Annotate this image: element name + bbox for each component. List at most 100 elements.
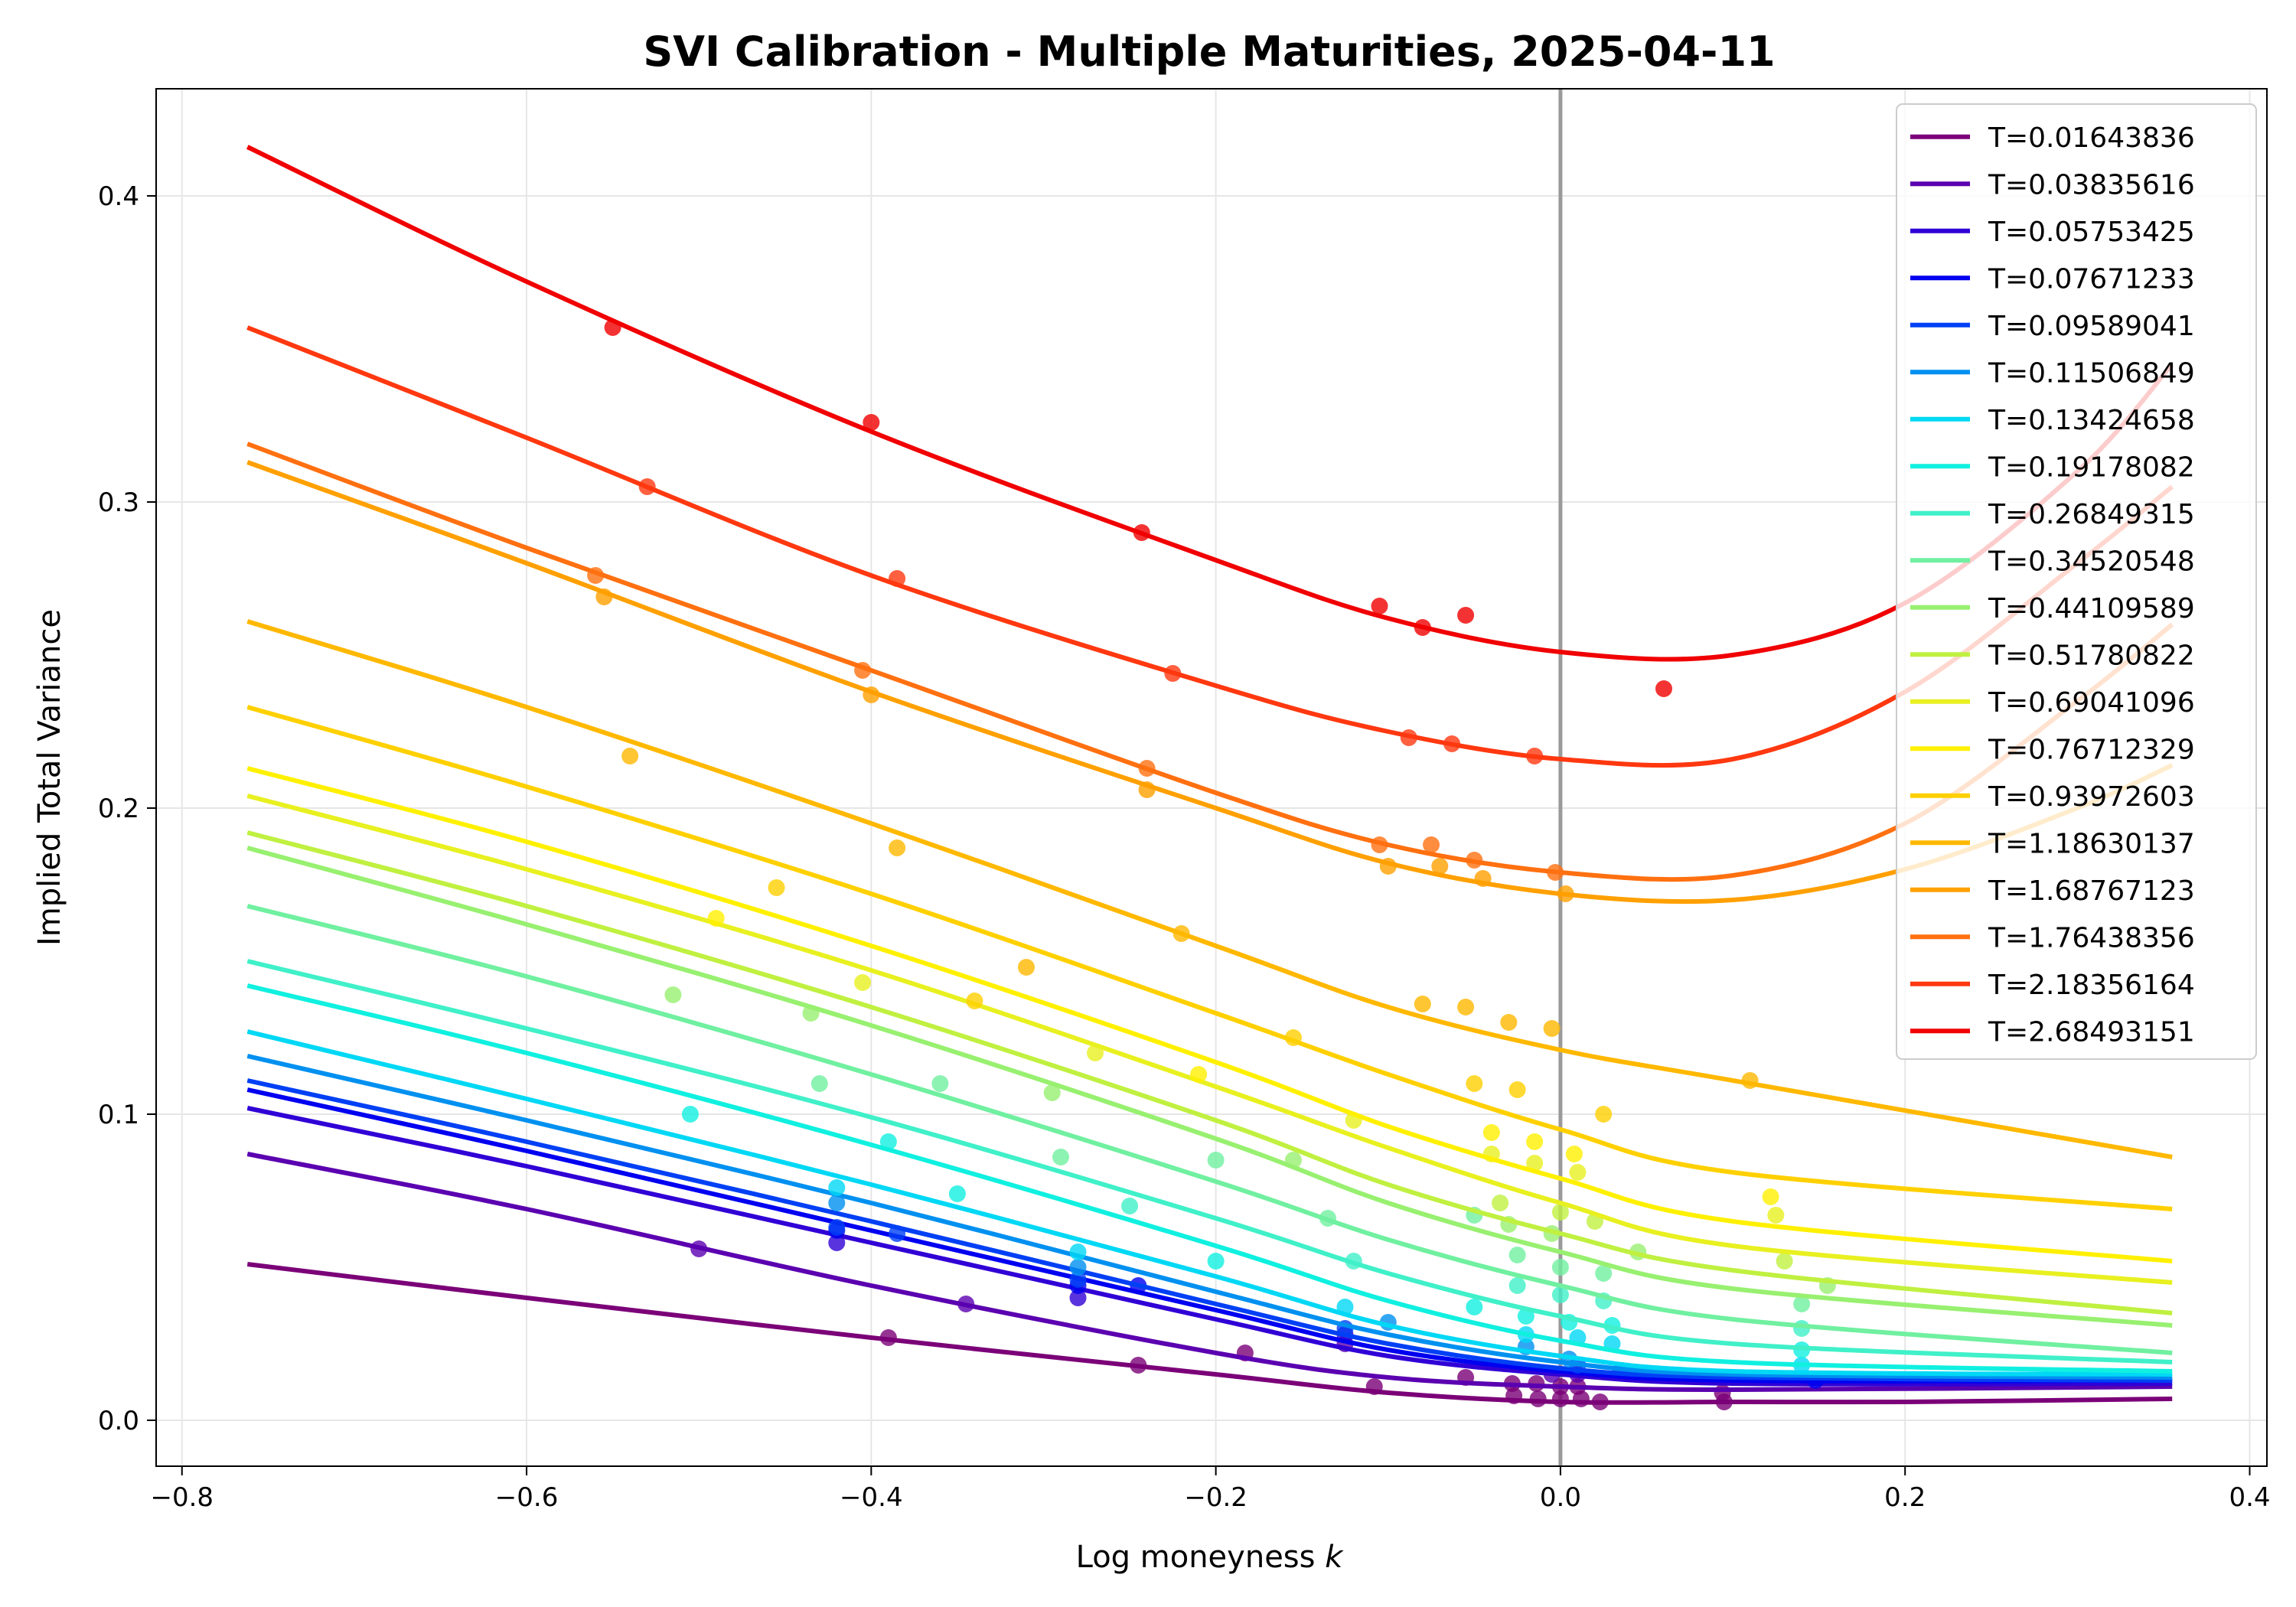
legend-label: T=2.68493151 bbox=[1988, 1016, 2195, 1048]
market-point bbox=[1172, 925, 1190, 942]
legend-entry: T=0.05753425 bbox=[1910, 217, 2195, 248]
market-point bbox=[1365, 1378, 1383, 1395]
legend-label: T=0.07671233 bbox=[1988, 263, 2195, 295]
market-point bbox=[828, 1179, 846, 1196]
legend-entry: T=2.18356164 bbox=[1910, 970, 2195, 1001]
legend-entry: T=2.68493151 bbox=[1910, 1016, 2195, 1048]
market-point bbox=[1565, 1146, 1583, 1162]
legend-entry: T=0.69041096 bbox=[1910, 687, 2195, 719]
x-axis-ticks: −0.8 −0.6 −0.4 −0.2 0.0 0.2 0.4 bbox=[150, 1466, 2271, 1513]
market-point bbox=[1138, 760, 1156, 777]
market-point bbox=[707, 910, 725, 927]
market-point bbox=[1414, 996, 1431, 1012]
market-point bbox=[638, 478, 656, 495]
market-point bbox=[1130, 1357, 1147, 1374]
market-point bbox=[1715, 1393, 1733, 1410]
market-point bbox=[621, 748, 639, 764]
y-axis-label: Implied Total Variance bbox=[32, 609, 67, 946]
x-tick-label: 0.4 bbox=[2229, 1482, 2270, 1513]
market-point bbox=[1087, 1045, 1104, 1061]
plot-frame bbox=[155, 88, 2268, 1467]
legend-label: T=1.18630137 bbox=[1988, 828, 2195, 859]
market-point bbox=[1595, 1265, 1613, 1282]
market-point bbox=[1207, 1152, 1225, 1169]
x-tick-label: −0.2 bbox=[1184, 1482, 1247, 1513]
market-point bbox=[948, 1185, 966, 1202]
legend-entry: T=0.09589041 bbox=[1910, 311, 2195, 342]
market-point bbox=[1776, 1253, 1793, 1270]
fit-curve bbox=[246, 766, 2173, 1263]
fit-curve bbox=[246, 846, 2173, 1328]
market-point bbox=[1164, 665, 1182, 682]
market-point bbox=[1551, 1286, 1569, 1303]
market-point bbox=[1543, 1020, 1561, 1037]
legend-entry: T=0.51780822 bbox=[1910, 640, 2195, 671]
market-point bbox=[1431, 858, 1449, 875]
market-point bbox=[966, 993, 983, 1009]
fit-curve bbox=[246, 904, 2173, 1355]
legend-label: T=1.68767123 bbox=[1988, 875, 2195, 907]
market-point bbox=[1572, 1390, 1590, 1407]
market-point bbox=[1492, 1195, 1509, 1211]
legend-entry: T=0.13424658 bbox=[1910, 405, 2195, 436]
market-point bbox=[1371, 836, 1388, 853]
fit-curve bbox=[246, 1029, 2173, 1377]
legend-label: T=0.13424658 bbox=[1988, 405, 2195, 436]
market-point bbox=[664, 986, 682, 1003]
market-point bbox=[1466, 852, 1483, 869]
x-tick-label: 0.0 bbox=[1540, 1482, 1581, 1513]
market-point bbox=[879, 1329, 897, 1346]
market-point bbox=[690, 1240, 708, 1257]
x-tick-label: 0.2 bbox=[1884, 1482, 1926, 1513]
market-point bbox=[1595, 1106, 1613, 1123]
market-point bbox=[1526, 1133, 1544, 1150]
market-point bbox=[1138, 781, 1156, 798]
market-point bbox=[1043, 1084, 1061, 1101]
fit-curve bbox=[246, 1078, 2173, 1383]
market-point bbox=[1466, 1075, 1483, 1092]
legend-box bbox=[1896, 103, 2257, 1060]
legend-label: T=0.93972603 bbox=[1988, 781, 2195, 813]
market-point bbox=[1069, 1271, 1087, 1288]
market-point bbox=[1400, 729, 1417, 746]
market-point bbox=[1443, 735, 1461, 752]
chart-title: SVI Calibration - Multiple Maturities, 2… bbox=[643, 28, 1775, 76]
market-point bbox=[1466, 1299, 1483, 1315]
market-point bbox=[1508, 1247, 1526, 1263]
market-point bbox=[1017, 959, 1035, 976]
legend-label: T=1.76438356 bbox=[1988, 922, 2195, 953]
market-point bbox=[1371, 598, 1388, 614]
market-point bbox=[802, 1005, 820, 1022]
market-point bbox=[1569, 1164, 1587, 1181]
x-tick-label: −0.4 bbox=[840, 1482, 903, 1513]
legend-entry: T=0.76712329 bbox=[1910, 734, 2195, 765]
market-point bbox=[854, 662, 872, 679]
series-15 bbox=[246, 619, 2173, 1159]
market-point bbox=[889, 570, 906, 587]
market-point bbox=[828, 1219, 846, 1236]
market-point bbox=[828, 1195, 846, 1211]
market-point bbox=[1207, 1253, 1225, 1270]
market-point bbox=[1500, 1014, 1518, 1031]
y-tick-label: 0.2 bbox=[98, 794, 139, 824]
market-point bbox=[595, 588, 613, 605]
market-point bbox=[604, 319, 621, 336]
legend-label: T=0.09589041 bbox=[1988, 311, 2195, 342]
fit-curve bbox=[246, 959, 2173, 1364]
legend-entry: T=0.11506849 bbox=[1910, 357, 2195, 389]
market-point bbox=[854, 974, 872, 991]
legend-entry: T=0.93972603 bbox=[1910, 781, 2195, 813]
fit-curve bbox=[246, 1054, 2173, 1380]
legend-label: T=0.69041096 bbox=[1988, 687, 2195, 719]
legend-entry: T=1.68767123 bbox=[1910, 875, 2195, 907]
market-point bbox=[1457, 999, 1475, 1015]
series-13 bbox=[246, 766, 2173, 1263]
market-point bbox=[1508, 1081, 1526, 1098]
market-point bbox=[1529, 1390, 1547, 1407]
market-point bbox=[768, 879, 785, 896]
market-point bbox=[1345, 1253, 1362, 1270]
market-point bbox=[1319, 1210, 1336, 1227]
legend-label: T=0.34520548 bbox=[1988, 546, 2195, 577]
legend-label: T=0.76712329 bbox=[1988, 734, 2195, 765]
market-point bbox=[863, 414, 880, 431]
